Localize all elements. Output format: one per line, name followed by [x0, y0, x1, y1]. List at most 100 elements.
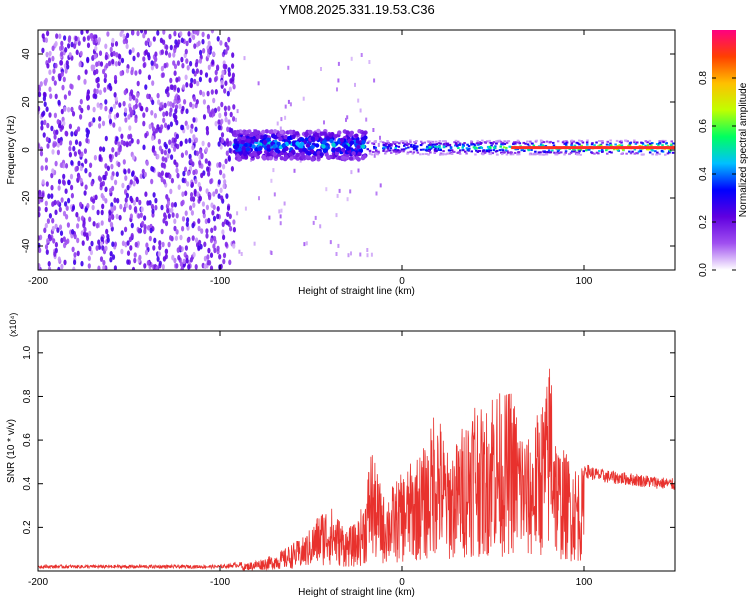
- spectrogram-cell: [168, 33, 172, 40]
- spectrogram-cell: [553, 151, 556, 154]
- spectrogram-cell: [96, 209, 100, 216]
- spectrogram-cell: [231, 63, 235, 69]
- spectrogram-cell: [416, 151, 420, 154]
- spectrogram-cell: [198, 76, 202, 83]
- spectrogram-cell: [179, 31, 183, 37]
- spectrogram-cell: [434, 149, 437, 152]
- spectrogram-cell: [280, 208, 283, 213]
- spectrogram-cell: [532, 152, 536, 155]
- spectrogram-cell: [152, 192, 156, 198]
- spectrogram-cell: [601, 141, 604, 144]
- spectrogram-cell: [262, 156, 267, 161]
- spectrogram-cell: [181, 225, 185, 232]
- spectrogram-cell: [458, 151, 461, 154]
- y-tick-label: -40: [21, 238, 32, 253]
- spectrogram-cell: [628, 143, 632, 146]
- spectrogram-cell: [46, 143, 50, 149]
- spectrogram-cell: [672, 142, 675, 145]
- spectrogram-cell: [176, 143, 180, 150]
- spectrogram-cell: [58, 33, 62, 40]
- spectrogram-cell: [154, 127, 159, 134]
- spectrogram-cell: [331, 147, 336, 152]
- spectrogram-cell: [197, 225, 201, 232]
- spectrogram-cell: [174, 235, 178, 241]
- spectrogram-cell: [543, 153, 546, 156]
- spectrogram-cell: [396, 149, 400, 152]
- spectrogram-cell: [464, 150, 467, 153]
- spectrogram-cell: [73, 151, 77, 157]
- spectrogram-cell: [98, 89, 102, 96]
- spectrogram-cell: [180, 56, 184, 63]
- spectrogram-cell: [576, 153, 579, 156]
- spectrogram-cell: [156, 256, 160, 262]
- spectrogram-cell: [202, 208, 206, 215]
- spectrogram-cell: [531, 153, 534, 156]
- spectrogram-cell: [496, 140, 500, 143]
- spectrogram-cell: [454, 142, 458, 145]
- spectrogram-cell: [628, 144, 631, 147]
- spectrogram-cell: [142, 62, 146, 69]
- spectrogram-cell: [636, 152, 639, 155]
- spectrogram-cell: [428, 146, 432, 149]
- spectrogram-cell: [591, 152, 594, 155]
- spectrogram-cell: [217, 106, 221, 112]
- spectrogram-cell: [572, 140, 575, 143]
- spectrogram-cell: [81, 240, 85, 246]
- spectrogram-cell: [122, 38, 126, 45]
- spectrogram-cell: [337, 61, 340, 66]
- spectrogram-cell: [492, 149, 496, 152]
- spectrogram-cell: [169, 188, 173, 195]
- spectrogram-cell: [220, 195, 224, 201]
- spectrogram-cell: [145, 106, 149, 113]
- spectrogram-cell: [173, 146, 177, 152]
- spectrogram-cell: [154, 56, 158, 62]
- snr-data-point: [420, 450, 421, 451]
- spectrogram-cell: [270, 251, 273, 255]
- spectrogram-cell: [335, 252, 338, 256]
- spectrogram-cell: [379, 140, 382, 143]
- spectrogram-cell: [617, 145, 620, 147]
- spectrogram-cell: [608, 144, 611, 146]
- spectrogram-cell: [421, 153, 425, 156]
- spectrogram-cell: [143, 224, 147, 230]
- spectrogram-cell: [227, 119, 231, 125]
- spectrogram-cell: [381, 141, 385, 144]
- spectrogram-cell: [54, 41, 58, 47]
- spectrogram-cell: [166, 100, 171, 107]
- spectrogram-cell: [205, 204, 209, 211]
- spectrogram-cell: [487, 147, 490, 150]
- spectrogram-cell: [395, 153, 398, 155]
- spectrogram-cell: [167, 124, 171, 130]
- spectrogram-cell: [375, 149, 378, 152]
- spectrogram-cell: [590, 143, 594, 146]
- spectrogram-cell: [476, 150, 480, 153]
- spectrogram-cell: [175, 77, 179, 83]
- spectrogram-cell: [80, 107, 84, 114]
- snr-data-point: [411, 461, 412, 462]
- spectrogram-cell: [88, 230, 92, 237]
- spectrogram-cell: [219, 169, 223, 176]
- spectrogram-cell: [160, 228, 164, 235]
- spectrogram-cell: [409, 141, 412, 144]
- spectrogram-cell: [194, 264, 198, 270]
- spectrogram-cell: [216, 245, 220, 252]
- spectrogram-cell: [170, 177, 174, 184]
- spectrogram-cell: [132, 95, 136, 101]
- spectrogram-cell: [336, 87, 338, 92]
- spectrogram-cell: [48, 112, 52, 118]
- spectrogram-cell: [60, 40, 64, 47]
- spectrogram-cell: [501, 153, 504, 156]
- spectrogram-cell: [46, 238, 50, 244]
- spectrogram-cell: [564, 143, 568, 146]
- spectrogram-cell: [75, 211, 79, 218]
- spectrogram-cell: [664, 153, 667, 156]
- spectrogram-cell: [204, 218, 208, 225]
- spectrogram-cell: [644, 144, 647, 147]
- spectrogram-cell: [88, 216, 92, 223]
- spectrogram-cell: [74, 139, 79, 145]
- snr-data-point: [128, 566, 129, 567]
- spectrogram-cell: [429, 151, 432, 154]
- spectrogram-cell: [156, 30, 160, 36]
- spectrogram-cell: [138, 254, 142, 261]
- spectrogram-cell: [52, 142, 56, 148]
